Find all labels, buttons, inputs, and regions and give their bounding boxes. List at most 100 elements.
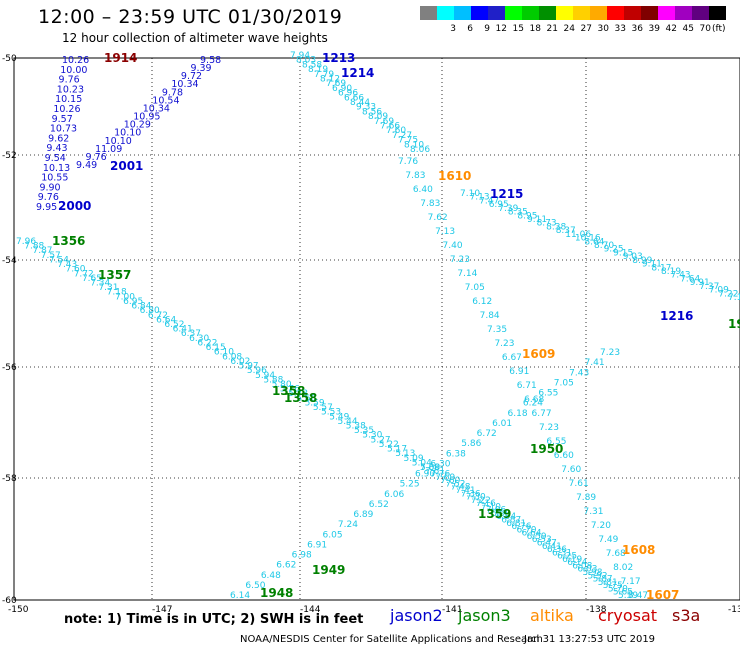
swh-value: 7.52 bbox=[445, 479, 465, 489]
jason2-label: jason2 bbox=[390, 606, 443, 625]
swh-value: 5.04 bbox=[412, 458, 432, 468]
swh-value: 7.83 bbox=[405, 171, 425, 181]
swh-value: 7.76 bbox=[398, 157, 418, 167]
generated-timestamp: Jan 31 13:27:53 UTC 2019 bbox=[524, 634, 656, 645]
swh-value: 6.50 bbox=[245, 581, 265, 591]
swh-value: 7.43 bbox=[57, 260, 77, 270]
swh-value: 7.47 bbox=[479, 196, 499, 206]
swh-value: 10.73 bbox=[50, 124, 77, 135]
swh-value: 10.13 bbox=[43, 163, 70, 174]
legend-swatch bbox=[573, 6, 590, 20]
swh-value: 5.00 bbox=[420, 463, 440, 473]
swh-value: 10.95 bbox=[133, 112, 160, 123]
swh-value: 6.10 bbox=[214, 348, 234, 358]
swh-value: 7.24 bbox=[338, 520, 358, 530]
lon-tick-label: -144 bbox=[300, 605, 321, 615]
swh-value: 5.70 bbox=[608, 584, 628, 594]
swh-value: 7.31 bbox=[98, 283, 118, 293]
swh-value: 7.66 bbox=[380, 122, 400, 132]
swh-value: 7.48 bbox=[450, 483, 470, 493]
pass-number-label: 1357 bbox=[98, 268, 131, 282]
pass-number-label: 1609 bbox=[522, 347, 555, 361]
swh-value: 7.17 bbox=[621, 577, 641, 587]
swh-value: 5.49 bbox=[329, 412, 349, 422]
swh-value: 7.94 bbox=[290, 51, 310, 61]
swh-value: 9.90 bbox=[39, 182, 60, 193]
swh-value: 6.64 bbox=[522, 529, 542, 539]
swh-value: 6.67 bbox=[502, 353, 522, 363]
swh-value: 5.65 bbox=[613, 588, 633, 598]
swh-value: 7.54 bbox=[49, 255, 69, 265]
swh-value: 8.73 bbox=[537, 219, 557, 229]
swh-value: 10.16 bbox=[575, 234, 601, 244]
swh-value: 9.76 bbox=[38, 192, 59, 203]
lat-tick-label: -58 bbox=[2, 474, 17, 484]
swh-value: 7.13 bbox=[435, 227, 455, 237]
swh-value: 6.30 bbox=[189, 334, 209, 344]
swh-value: 6.06 bbox=[384, 490, 404, 500]
swh-value: 6.05 bbox=[323, 530, 343, 540]
swh-value: 7.84 bbox=[480, 311, 500, 321]
swh-value: 9.76 bbox=[86, 152, 107, 163]
swh-value: 7.81 bbox=[425, 466, 445, 476]
legend-label: 39 bbox=[648, 24, 660, 34]
legend-label: 42 bbox=[665, 24, 677, 34]
swh-value: 7.69 bbox=[374, 117, 394, 127]
legend-label: 24 bbox=[563, 24, 575, 34]
lon-tick-label: -13 bbox=[728, 605, 740, 615]
lat-tick-label: -54 bbox=[2, 256, 17, 266]
swh-value: 7.57 bbox=[41, 251, 61, 261]
lat-tick-label: -56 bbox=[2, 363, 17, 373]
swh-value: 9.54 bbox=[45, 153, 66, 164]
swh-value: 7.10 bbox=[460, 189, 480, 199]
lon-tick-label: -147 bbox=[152, 605, 172, 615]
swh-value: 11.06 bbox=[565, 230, 591, 240]
swh-value: 6.24 bbox=[523, 399, 543, 409]
swh-value: 7.60 bbox=[561, 465, 581, 475]
swh-value: 6.37 bbox=[181, 329, 201, 339]
legend-label: 45 bbox=[682, 24, 694, 34]
swh-value: 7.23 bbox=[450, 255, 470, 265]
swh-value: 9.11 bbox=[642, 260, 662, 270]
swh-value: 7.06 bbox=[486, 506, 506, 516]
swh-value: 5.80 bbox=[272, 380, 292, 390]
swh-value: 6.66 bbox=[344, 93, 364, 103]
swh-value: 6.41 bbox=[173, 325, 193, 335]
swh-value: 10.26 bbox=[62, 55, 89, 66]
swh-value: 7.37 bbox=[699, 282, 719, 292]
swh-value: 6.95 bbox=[489, 200, 509, 210]
swh-value: 7.30 bbox=[466, 493, 486, 503]
note-text: note: 1) Time is in UTC; 2) SWH is in fe… bbox=[64, 612, 364, 627]
swh-value: 6.72 bbox=[477, 429, 497, 439]
swh-value: 7.69 bbox=[435, 473, 455, 483]
swh-value: 6.01 bbox=[492, 419, 512, 429]
credit-footer: NOAA/NESDIS Center for Satellite Applica… bbox=[240, 634, 543, 645]
swh-value: 5.73 bbox=[288, 389, 308, 399]
swh-value: 5.97 bbox=[239, 362, 259, 372]
swh-value: 7.16 bbox=[476, 499, 496, 509]
swh-value: 7.09 bbox=[709, 286, 729, 296]
swh-value: 10.10 bbox=[105, 136, 132, 147]
swh-value: 6.90 bbox=[332, 84, 352, 94]
swh-value: 9.49 bbox=[76, 160, 97, 171]
swh-value: 5.66 bbox=[296, 394, 316, 404]
s3a-label: s3a bbox=[672, 606, 701, 625]
swh-value: 6.25 bbox=[557, 552, 577, 562]
swh-value: 9.15 bbox=[613, 248, 633, 258]
swh-value: 10.54 bbox=[152, 95, 179, 106]
swh-value: 7.23 bbox=[494, 339, 514, 349]
swh-value: 8.99 bbox=[632, 256, 652, 266]
legend-swatch bbox=[505, 6, 522, 20]
swh-value: 9.43 bbox=[46, 143, 67, 154]
swh-value: 6.68 bbox=[524, 395, 544, 405]
swh-value: 6.91 bbox=[509, 367, 529, 377]
swh-value: 6.80 bbox=[140, 306, 160, 316]
swh-value: 6.48 bbox=[261, 571, 281, 581]
lat-tick-label: -50 bbox=[2, 54, 17, 64]
swh-value: 7.88 bbox=[420, 463, 440, 473]
swh-value: 9.72 bbox=[181, 71, 202, 82]
swh-value: 7.14 bbox=[457, 269, 477, 279]
swh-value: 6.08 bbox=[572, 561, 592, 571]
legend-swatch bbox=[539, 6, 556, 20]
